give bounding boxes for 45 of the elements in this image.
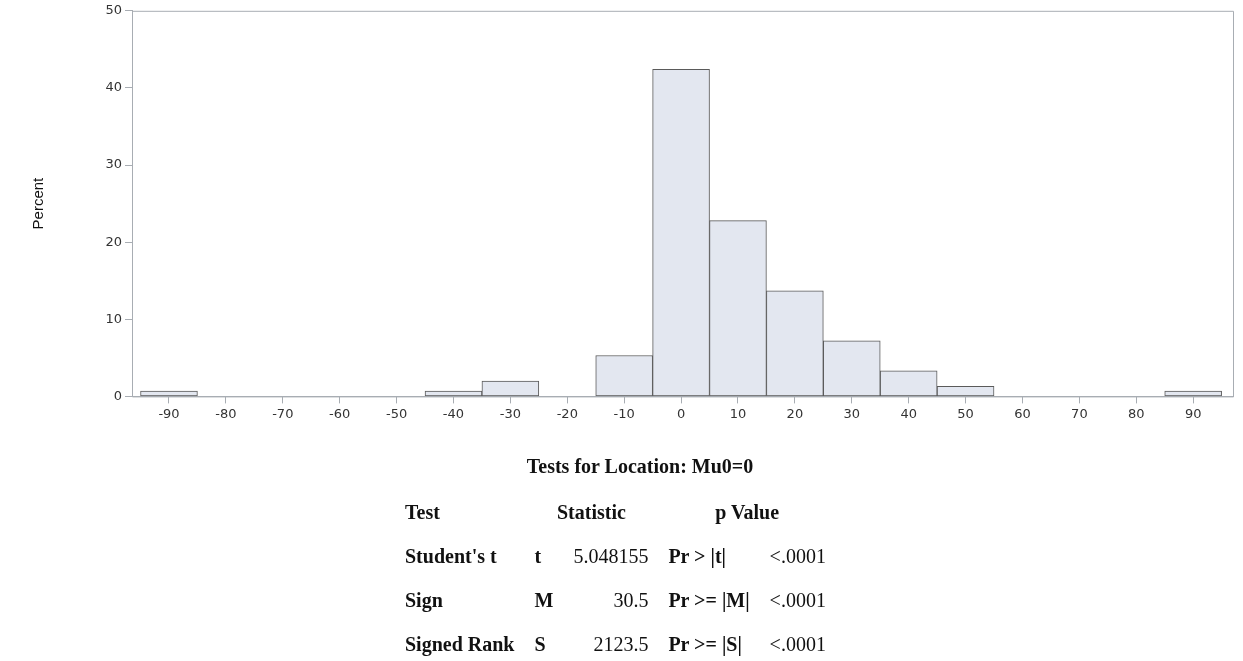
x-tick-label: 40: [900, 405, 917, 421]
x-tick-label: 90: [1184, 405, 1202, 421]
x-tick-label: 50: [957, 405, 974, 421]
y-tick-label: 30: [105, 156, 122, 172]
text: S: [533, 631, 547, 657]
y-tick-label: 40: [105, 79, 122, 95]
x-tick-label: -10: [613, 405, 635, 421]
x-tick-label: 0: [676, 405, 686, 421]
x-tick-label: -80: [215, 405, 237, 421]
text: t: [533, 543, 543, 569]
x-tick-label: -90: [158, 405, 180, 421]
text: Student's t: [404, 543, 498, 569]
y-axis-title: Percent: [29, 176, 47, 230]
y-tick-label: 10: [105, 310, 122, 326]
x-tick-label: -20: [556, 405, 578, 421]
text: <.0001: [768, 587, 827, 613]
x-tick-label: 80: [1128, 405, 1145, 421]
text: Tests for Location: Mu0=0: [525, 455, 755, 478]
text: Statistic: [556, 499, 627, 525]
x-tick-label: 10: [729, 405, 747, 421]
text: Signed Rank: [404, 631, 516, 658]
x-tick-label: -30: [499, 405, 521, 421]
x-tick-label: 60: [1014, 405, 1031, 421]
text: 30.5: [612, 587, 650, 613]
x-tick-label: 70: [1071, 405, 1088, 421]
text: p Value: [714, 499, 781, 526]
text: 5.048155: [572, 543, 650, 569]
y-tick-label: 0: [113, 387, 122, 403]
y-tick-label: 20: [105, 233, 122, 249]
x-tick-label: -50: [385, 405, 408, 421]
text: Pr >= |S|: [667, 631, 743, 658]
x-tick-label: 20: [786, 405, 804, 421]
x-tick-label: 30: [843, 405, 861, 421]
x-tick-label: -60: [329, 405, 351, 421]
x-tick-label: -70: [272, 405, 294, 421]
text: Test: [404, 499, 441, 525]
x-tick-label: -40: [442, 405, 465, 421]
y-tick-label: 50: [105, 2, 122, 18]
text: Pr >= |M|: [667, 587, 751, 614]
text: Sign: [404, 587, 444, 614]
text: Pr > |t|: [667, 543, 727, 570]
text: <.0001: [768, 631, 827, 657]
text: M: [533, 587, 555, 613]
text: <.0001: [768, 543, 827, 569]
text: 2123.5: [592, 631, 650, 657]
